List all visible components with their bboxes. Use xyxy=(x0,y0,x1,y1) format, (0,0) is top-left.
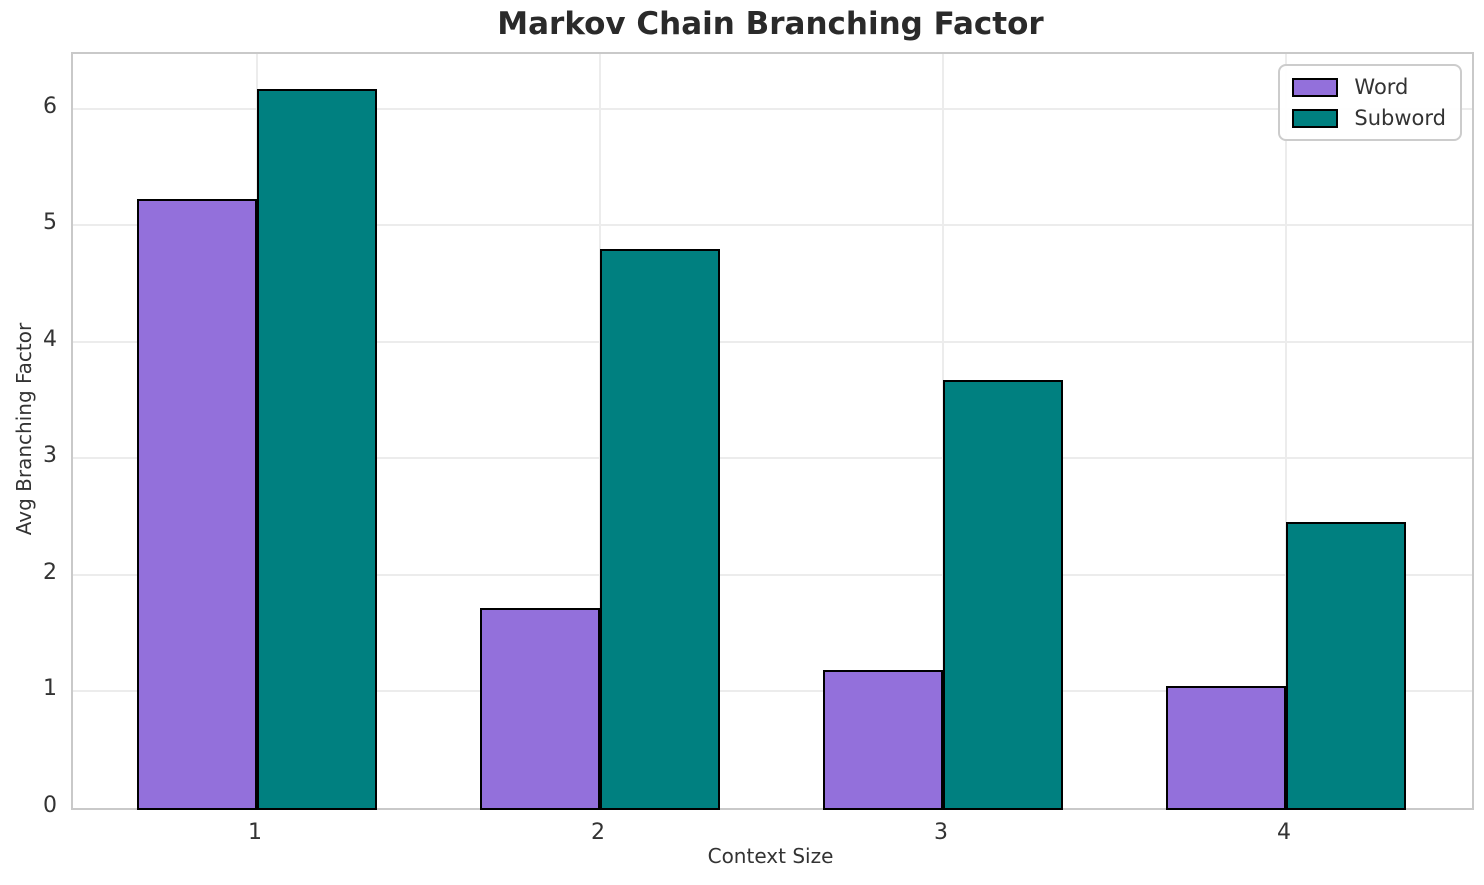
legend-swatch-subword xyxy=(1292,108,1339,128)
bar-subword-x3 xyxy=(943,380,1064,810)
bar-word-x2 xyxy=(479,607,600,810)
y-tick-label: 0 xyxy=(43,793,57,818)
chart-title: Markov Chain Branching Factor xyxy=(497,6,1044,42)
x-axis-label: Context Size xyxy=(707,844,834,868)
vertical-gridline xyxy=(1284,54,1287,808)
horizontal-gridline xyxy=(73,107,1472,110)
plot-area: Word Subword xyxy=(71,52,1474,810)
bar-subword-x2 xyxy=(600,248,721,810)
legend-label-subword: Subword xyxy=(1354,106,1446,130)
horizontal-gridline xyxy=(73,340,1472,343)
bar-word-x3 xyxy=(822,670,943,810)
y-axis-label: Avg Branching Factor xyxy=(12,322,36,536)
x-tick-label: 2 xyxy=(591,820,605,845)
y-tick-label: 3 xyxy=(43,443,57,469)
y-tick-label: 5 xyxy=(43,210,57,236)
legend-swatch-word xyxy=(1292,77,1339,97)
bar-subword-x4 xyxy=(1285,522,1407,810)
horizontal-gridline xyxy=(73,457,1472,460)
x-tick-label: 4 xyxy=(1276,820,1291,845)
bar-subword-x1 xyxy=(257,88,378,810)
y-tick-label: 2 xyxy=(43,559,57,585)
legend-item-subword: Subword xyxy=(1292,106,1446,130)
legend-item-word: Word xyxy=(1292,75,1446,99)
horizontal-gridline xyxy=(73,224,1472,227)
x-tick-label: 3 xyxy=(934,820,948,845)
y-tick-label: 4 xyxy=(43,326,57,352)
x-tick-label: 1 xyxy=(248,820,263,845)
horizontal-gridline xyxy=(73,690,1472,693)
y-tick-label: 6 xyxy=(43,93,57,119)
bar-word-x1 xyxy=(136,198,257,810)
legend: Word Subword xyxy=(1278,64,1462,141)
legend-label-word: Word xyxy=(1354,75,1409,99)
bar-word-x4 xyxy=(1165,685,1286,810)
horizontal-gridline xyxy=(73,573,1472,576)
y-tick-label: 1 xyxy=(43,676,57,702)
